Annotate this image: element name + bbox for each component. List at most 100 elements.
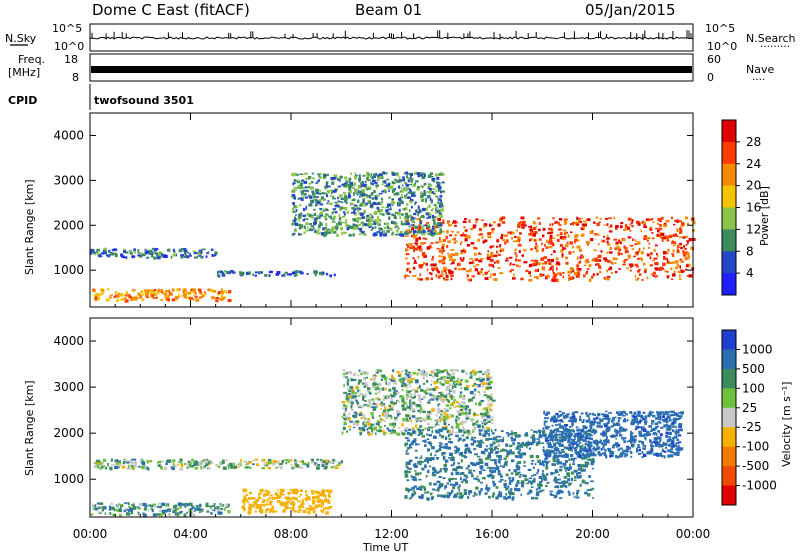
data-cell xyxy=(637,258,640,260)
data-cell xyxy=(552,217,554,219)
data-cell xyxy=(483,274,485,276)
data-cell xyxy=(591,276,594,279)
data-cell xyxy=(459,495,462,498)
noise-panel: N.Sky 10^5 10^0 10^5 10^0 N.Search ·····… xyxy=(5,22,796,53)
data-cell xyxy=(573,251,575,253)
data-cell xyxy=(482,373,484,375)
data-cell xyxy=(536,455,539,458)
data-cell xyxy=(465,492,468,495)
data-cell xyxy=(422,208,426,211)
data-cell xyxy=(653,221,655,223)
data-cell xyxy=(443,376,446,378)
data-cell xyxy=(359,405,362,407)
data-cell xyxy=(322,510,324,513)
data-cell xyxy=(264,274,267,277)
data-cell xyxy=(438,392,441,394)
data-cell xyxy=(507,232,510,234)
data-cell xyxy=(639,449,641,452)
data-cell xyxy=(322,489,324,492)
data-cell xyxy=(439,237,441,240)
data-cell xyxy=(622,264,626,266)
data-cell xyxy=(187,292,191,294)
data-cell xyxy=(100,507,102,509)
data-cell xyxy=(565,470,567,472)
data-cell xyxy=(532,440,535,443)
data-cell xyxy=(311,492,314,494)
data-cell xyxy=(536,472,538,474)
data-cell xyxy=(638,431,640,433)
data-cell xyxy=(325,495,327,498)
data-cell xyxy=(394,417,398,419)
data-cell xyxy=(558,479,561,481)
data-cell xyxy=(208,467,211,470)
data-cell xyxy=(559,218,563,220)
data-cell xyxy=(497,223,500,226)
data-cell xyxy=(479,471,482,474)
data-cell xyxy=(311,181,313,184)
data-cell xyxy=(576,492,579,494)
data-cell xyxy=(406,450,408,452)
data-cell xyxy=(417,172,421,175)
data-cell xyxy=(449,384,452,386)
data-cell xyxy=(363,175,366,177)
data-cell xyxy=(165,505,168,507)
data-cell xyxy=(408,429,411,431)
data-cell xyxy=(192,514,195,517)
data-cell xyxy=(570,241,574,244)
data-cell xyxy=(309,196,312,199)
data-cell xyxy=(377,216,379,219)
data-cell xyxy=(474,425,477,428)
data-cell xyxy=(343,369,346,371)
data-cell xyxy=(415,389,418,391)
data-cell xyxy=(284,459,287,461)
data-cell xyxy=(424,464,427,467)
data-cell xyxy=(317,464,320,466)
data-cell xyxy=(656,253,658,255)
data-cell xyxy=(363,210,365,213)
data-cell xyxy=(426,380,428,383)
data-cell xyxy=(268,459,271,461)
data-cell xyxy=(93,253,96,255)
data-cell xyxy=(269,274,271,277)
data-cell xyxy=(434,454,436,456)
data-cell xyxy=(432,370,434,373)
data-cell xyxy=(487,412,489,414)
data-cell xyxy=(335,467,339,469)
data-cell xyxy=(500,475,503,478)
data-cell xyxy=(405,488,409,491)
data-cell xyxy=(483,408,485,411)
data-cell xyxy=(685,253,687,255)
data-cell xyxy=(669,419,672,422)
data-cell xyxy=(219,298,222,300)
data-cell xyxy=(395,193,397,195)
data-cell xyxy=(625,250,629,253)
data-cell xyxy=(434,381,437,384)
data-cell xyxy=(618,239,620,242)
data-cell xyxy=(417,228,421,231)
data-cell xyxy=(419,237,421,240)
noise-tick-top-right: 10^5 xyxy=(705,22,735,35)
data-cell xyxy=(246,466,249,468)
colorbar-segment xyxy=(722,164,736,186)
data-cell xyxy=(496,251,498,254)
data-cell xyxy=(383,410,386,412)
data-cell xyxy=(571,458,575,461)
data-cell xyxy=(565,460,568,463)
data-cell xyxy=(359,228,362,231)
data-cell xyxy=(215,511,217,513)
data-cell xyxy=(635,243,637,245)
data-cell xyxy=(413,249,415,252)
data-cell xyxy=(297,489,299,491)
data-cell xyxy=(556,432,558,434)
data-cell xyxy=(506,258,508,260)
data-cell xyxy=(439,381,441,384)
data-cell xyxy=(582,223,584,226)
data-cell xyxy=(134,251,136,254)
data-cell xyxy=(144,508,147,511)
data-cell xyxy=(450,275,452,277)
data-cell xyxy=(431,446,435,449)
data-cell xyxy=(405,495,408,497)
data-cell xyxy=(363,386,366,388)
data-cell xyxy=(393,430,396,432)
data-cell xyxy=(475,259,479,261)
